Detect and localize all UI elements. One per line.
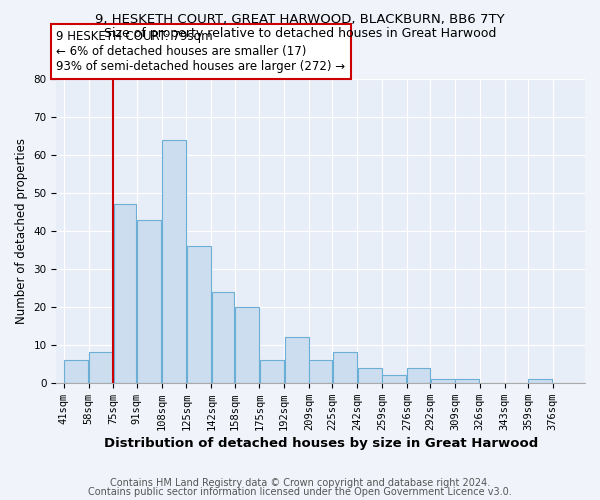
Bar [260, 360, 284, 383]
Bar [431, 379, 455, 383]
Bar [284, 338, 308, 383]
X-axis label: Distribution of detached houses by size in Great Harwood: Distribution of detached houses by size … [104, 437, 538, 450]
Text: Contains HM Land Registry data © Crown copyright and database right 2024.: Contains HM Land Registry data © Crown c… [110, 478, 490, 488]
Bar [162, 140, 186, 383]
Bar [382, 375, 406, 383]
Text: Size of property relative to detached houses in Great Harwood: Size of property relative to detached ho… [104, 28, 496, 40]
Bar [529, 379, 553, 383]
Bar [333, 352, 357, 383]
Text: 9, HESKETH COURT, GREAT HARWOOD, BLACKBURN, BB6 7TY: 9, HESKETH COURT, GREAT HARWOOD, BLACKBU… [95, 12, 505, 26]
Text: Contains public sector information licensed under the Open Government Licence v3: Contains public sector information licen… [88, 487, 512, 497]
Bar [64, 360, 88, 383]
Bar [137, 220, 161, 383]
Bar [407, 368, 430, 383]
Bar [310, 360, 332, 383]
Bar [358, 368, 382, 383]
Bar [114, 204, 136, 383]
Bar [212, 292, 234, 383]
Bar [235, 307, 259, 383]
Text: 9 HESKETH COURT: 79sqm
← 6% of detached houses are smaller (17)
93% of semi-deta: 9 HESKETH COURT: 79sqm ← 6% of detached … [56, 30, 346, 73]
Bar [89, 352, 113, 383]
Bar [455, 379, 479, 383]
Y-axis label: Number of detached properties: Number of detached properties [15, 138, 28, 324]
Bar [187, 246, 211, 383]
